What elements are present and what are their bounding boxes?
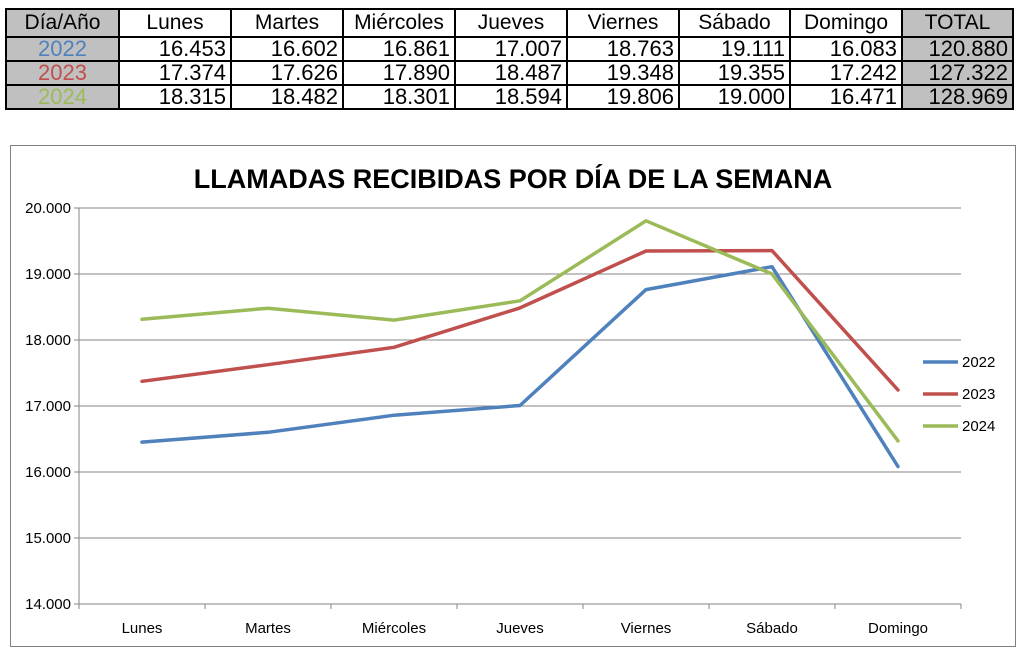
value-cell: 17.890: [342, 60, 456, 86]
table-row: 2022 16.453 16.602 16.861 17.007 18.763 19.111…: [5, 36, 1014, 62]
data-table: Día/Año Lunes Martes Miércoles Jueves Viernes…: [5, 8, 1014, 110]
header-cell: Lunes: [118, 8, 232, 38]
y-tick-label: 19.000: [25, 266, 71, 283]
year-cell: 2023: [5, 60, 120, 86]
header-cell: Viernes: [566, 8, 680, 38]
y-tick-label: 20.000: [25, 200, 71, 217]
legend-label: 2023: [962, 386, 995, 403]
value-cell: 19.348: [566, 60, 680, 86]
total-cell: 127.322: [901, 60, 1014, 86]
y-tick-label: 15.000: [25, 530, 71, 547]
y-tick-label: 16.000: [25, 464, 71, 481]
year-cell: 2022: [5, 36, 120, 62]
x-tick-label: Martes: [245, 620, 291, 637]
table-row: 2023 17.374 17.626 17.890 18.487 19.348 19.355…: [5, 60, 1014, 86]
x-tick-label: Miércoles: [362, 620, 426, 637]
y-tick-label: 18.000: [25, 332, 71, 349]
x-tick-label: Sábado: [746, 620, 798, 637]
legend-label: 2024: [962, 418, 995, 435]
table-row: 2024 18.315 18.482 18.301 18.594 19.806 19.000…: [5, 84, 1014, 110]
header-cell: Domingo: [789, 8, 903, 38]
value-cell: 16.471: [789, 84, 903, 110]
value-cell: 17.374: [118, 60, 232, 86]
header-cell: Miércoles: [342, 8, 456, 38]
value-cell: 18.763: [566, 36, 680, 62]
value-cell: 19.355: [678, 60, 791, 86]
header-cell: Martes: [230, 8, 344, 38]
header-cell: Día/Año: [5, 8, 120, 38]
header-cell: Jueves: [454, 8, 568, 38]
value-cell: 19.000: [678, 84, 791, 110]
series-line-2023: [140, 248, 900, 392]
x-tick-label: Domingo: [868, 620, 928, 637]
table-header-row: Día/Año Lunes Martes Miércoles Jueves Viernes…: [5, 8, 1014, 38]
total-cell: 128.969: [901, 84, 1014, 110]
y-tick-label: 17.000: [25, 398, 71, 415]
header-cell: Sábado: [678, 8, 791, 38]
series-line-2024: [140, 219, 900, 443]
value-cell: 17.007: [454, 36, 568, 62]
value-cell: 16.861: [342, 36, 456, 62]
x-tick-label: Jueves: [496, 620, 544, 637]
value-cell: 18.487: [454, 60, 568, 86]
value-cell: 17.242: [789, 60, 903, 86]
x-tick-label: Viernes: [621, 620, 672, 637]
value-cell: 19.806: [566, 84, 680, 110]
value-cell: 17.626: [230, 60, 344, 86]
value-cell: 16.602: [230, 36, 344, 62]
y-tick-label: 14.000: [25, 596, 71, 613]
value-cell: 18.482: [230, 84, 344, 110]
chart-title: LLAMADAS RECIBIDAS POR DÍA DE LA SEMANA: [194, 163, 833, 194]
value-cell: 16.083: [789, 36, 903, 62]
total-cell: 120.880: [901, 36, 1014, 62]
chart-area: LLAMADAS RECIBIDAS POR DÍA DE LA SEMANA 1…: [10, 145, 1016, 647]
x-tick-label: Lunes: [122, 620, 163, 637]
line-chart: LLAMADAS RECIBIDAS POR DÍA DE LA SEMANA 1…: [25, 163, 995, 637]
value-cell: 19.111: [678, 36, 791, 62]
value-cell: 18.301: [342, 84, 456, 110]
legend-label: 2022: [962, 354, 995, 371]
value-cell: 18.315: [118, 84, 232, 110]
year-cell: 2024: [5, 84, 120, 110]
value-cell: 16.453: [118, 36, 232, 62]
value-cell: 18.594: [454, 84, 568, 110]
header-cell: TOTAL: [901, 8, 1014, 38]
